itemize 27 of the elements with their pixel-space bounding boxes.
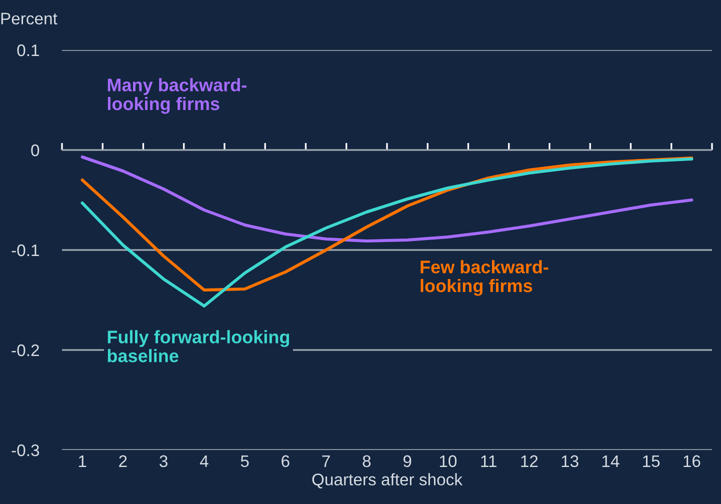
x-tick-label: 2 [119,455,127,467]
x-tick-label: 1 [78,455,86,467]
x-tick-label: 6 [282,455,290,468]
x-tick-label: 4 [200,455,208,467]
x-tick-label: 10 [440,455,457,468]
x-tick-label: 8 [362,455,371,468]
x-tick-label: 11 [481,455,496,467]
y-tick-label: 0 [31,144,40,156]
text: Many backward- looking firms [108,78,246,114]
x-tick-label: 14 [602,455,620,467]
x-tick-label: 13 [562,455,578,468]
x-tick-label: 15 [643,455,660,468]
x-tick-label: 7 [322,455,330,467]
x-tick-label: 3 [160,455,168,468]
x-tick-label: 16 [684,455,700,468]
text: Few backward- looking firms [420,260,548,296]
y-tick-label: -0.3 [12,444,40,456]
y-axis-title: Percent [1,12,58,24]
line-series [80,155,694,243]
text: Fully forward-looking baseline [108,330,290,362]
y-tick-label: -0.1 [12,244,39,256]
x-axis-title: Quarters after shock [312,473,463,488]
x-tick-label: 9 [403,455,412,468]
y-tick-label: -0.2 [12,344,39,356]
x-tick-label: 12 [521,455,538,467]
x-tick-label: 5 [240,455,249,468]
y-tick-label: 0.1 [17,44,39,56]
